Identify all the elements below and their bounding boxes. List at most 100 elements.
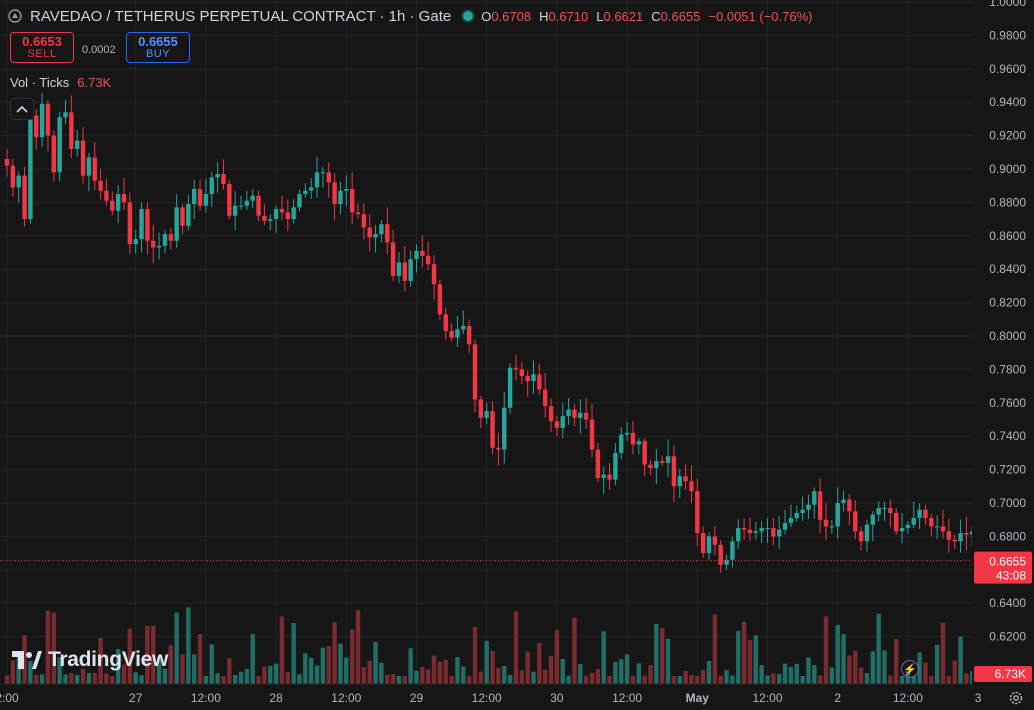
volume-bar (548, 655, 554, 684)
ohlc-close: 0.6655 (660, 8, 701, 24)
candle-body (671, 456, 677, 487)
candle-body (273, 209, 279, 220)
candle-body (238, 205, 244, 207)
candle-body (104, 190, 109, 201)
volume-bar (203, 675, 209, 684)
volume-bar (104, 673, 109, 684)
volume-bar (291, 623, 296, 684)
price-tick-label: 0.7600 (989, 396, 1026, 410)
sell-button[interactable]: 0.6653 SELL (10, 32, 74, 63)
candle-body (10, 165, 16, 188)
candle-body (923, 509, 928, 519)
candle-body (385, 224, 390, 243)
time-tick-label: 12:00 (331, 691, 361, 705)
candle-body (478, 399, 484, 418)
volume-bar (297, 674, 302, 684)
volume-bar (823, 616, 829, 684)
volume-bar (543, 669, 548, 684)
volume-bar (946, 675, 952, 684)
volume-bar (156, 656, 162, 684)
candle-body (882, 508, 887, 510)
candle-body (917, 509, 922, 519)
volume-bar (390, 673, 396, 684)
candle-body (648, 464, 653, 468)
candle-body (34, 115, 39, 138)
candle-body (771, 528, 776, 537)
candle-body (531, 374, 536, 382)
candle-body (197, 189, 203, 206)
volume-bar (110, 675, 115, 684)
candle-body (952, 539, 957, 542)
candle-body (156, 245, 162, 248)
candle-body (80, 140, 86, 176)
candle-body (367, 227, 372, 238)
candle-body (75, 140, 80, 149)
candle-body (232, 205, 238, 216)
gear-icon[interactable] (1008, 690, 1024, 706)
candle-body (461, 325, 466, 330)
lightning-icon[interactable]: ⚡ (901, 660, 919, 678)
candle-body (69, 112, 74, 149)
volume-bar (34, 674, 39, 684)
volume-bar (700, 670, 706, 684)
volume-bar (209, 644, 214, 684)
time-tick-label: 2:00 (0, 691, 19, 705)
candle-body (806, 504, 811, 510)
volume-bar (648, 664, 653, 684)
volume-bar (151, 625, 156, 684)
volume-bar (420, 666, 425, 684)
volume-bar (619, 659, 624, 684)
volume-bar (279, 616, 285, 684)
candle-body (174, 207, 179, 241)
time-axis[interactable]: 2:00 27 12:00 28 12:00 29 12:00 30 12:00 May 12:00… (0, 683, 1034, 710)
candle-body (958, 533, 963, 542)
price-axis[interactable]: 0.62000.64000.66000.68000.70000.72000.74… (972, 0, 1034, 710)
candle-body (894, 513, 899, 532)
collapse-legend-button[interactable] (10, 98, 34, 120)
candle-body (712, 536, 718, 545)
price-tick-label: 0.6400 (989, 596, 1026, 610)
candle-body (133, 239, 138, 245)
candle-body (285, 212, 290, 220)
candle-body (63, 112, 68, 118)
candle-body (753, 531, 758, 534)
volume-bar (227, 658, 232, 684)
buy-button[interactable]: 0.6655 BUY (126, 32, 190, 63)
volume-bar (86, 673, 92, 684)
volume-bar (355, 610, 361, 684)
candle-body (706, 536, 712, 554)
ohlc-high: 0.6710 (548, 8, 589, 24)
candle-body (121, 194, 127, 203)
candle-body (162, 234, 168, 246)
time-tick-label: 29 (410, 691, 424, 705)
volume-bar (806, 657, 811, 684)
candle-body (466, 325, 472, 345)
volume-bar (215, 673, 220, 684)
volume-legend[interactable]: Vol · Ticks 6.73K (10, 75, 111, 90)
volume-bar (583, 675, 589, 684)
candle-body (630, 432, 636, 445)
volume-bar (753, 635, 758, 684)
time-tick-label: 28 (269, 691, 283, 705)
volume-bar (45, 610, 51, 684)
candle-body (619, 434, 624, 453)
volume-bar (607, 675, 612, 684)
candle-body (899, 528, 905, 532)
exchange-logo-icon (8, 9, 22, 23)
volume-bar (829, 667, 835, 684)
candle-body (250, 195, 255, 201)
volume-tag (974, 666, 1032, 682)
candle-body (689, 481, 694, 492)
candle-body (379, 224, 384, 235)
volume-bar (139, 675, 144, 684)
candle-body (543, 389, 548, 407)
candle-body (396, 262, 402, 276)
volume-bar (484, 640, 489, 684)
candle-body (39, 103, 45, 138)
candle-body (513, 367, 519, 370)
symbol-title[interactable]: RAVEDAO / TETHERUS PERPETUAL CONTRACT · … (30, 7, 452, 25)
volume-bar (121, 664, 127, 684)
time-tick-label: 12:00 (612, 691, 642, 705)
volume-bar (250, 634, 255, 684)
